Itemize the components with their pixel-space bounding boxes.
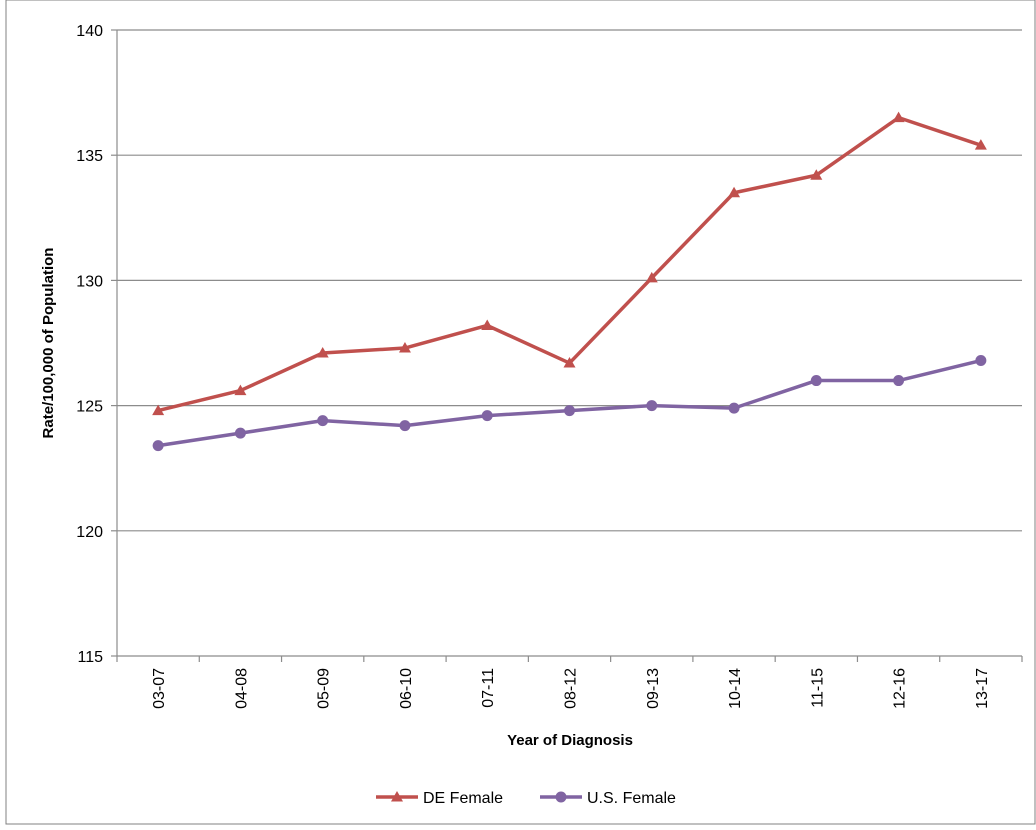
data-point [152, 404, 165, 416]
data-point [645, 271, 658, 283]
x-tick-label: 10-14 [727, 668, 744, 709]
data-point [893, 375, 905, 387]
x-tick-label: 03-07 [151, 668, 168, 709]
x-tick-label: 06-10 [398, 668, 415, 709]
data-point [399, 420, 411, 432]
legend: DE Female U.S. Female [376, 790, 676, 807]
x-tick-label: 09-13 [645, 668, 662, 709]
data-point [481, 319, 494, 330]
legend-label: U.S. Female [587, 790, 676, 807]
x-tick-label: 11-15 [809, 668, 826, 708]
x-tick-label: 05-09 [316, 668, 333, 709]
legend-swatch-marker [555, 791, 567, 803]
data-point [810, 169, 823, 180]
data-point [316, 347, 329, 358]
x-tick-label: 04-08 [233, 668, 250, 709]
y-tick-label: 140 [76, 23, 103, 40]
data-point [892, 111, 905, 123]
data-point [728, 186, 741, 198]
axes [111, 29, 1023, 662]
data-point [974, 139, 987, 150]
data-point [975, 355, 987, 367]
x-tick-label: 13-17 [974, 668, 991, 709]
data-point [810, 375, 822, 387]
legend-swatch-marker [391, 791, 403, 802]
data-point [152, 440, 164, 452]
data-point [398, 342, 411, 353]
y-axis-label: Rate/100,000 of Population [40, 248, 57, 439]
data-point [564, 405, 575, 417]
x-axis-label: Year of Diagnosis [507, 732, 633, 749]
y-tick-label: 125 [76, 399, 103, 416]
data-point [234, 427, 246, 439]
data-point [481, 410, 493, 422]
data-point [646, 400, 658, 412]
x-tick-label: 08-12 [563, 668, 580, 709]
x-tick-labels: 03-07 04-08 05-09 06-10 07-11 08-12 09-13 10-14… [151, 668, 991, 709]
y-tick-labels: 115 120 125 130 135 140 [76, 23, 103, 666]
data-point [234, 384, 247, 396]
data-point [317, 415, 329, 427]
data-point [728, 402, 740, 414]
x-tick-label: 12-16 [892, 668, 909, 709]
data-point [563, 357, 576, 368]
y-tick-label: 120 [76, 524, 103, 541]
series-group [152, 111, 987, 452]
legend-label: DE Female [423, 790, 503, 807]
y-tick-label: 115 [77, 649, 103, 666]
x-tick-label: 07-11 [480, 668, 497, 708]
series-u-s-female [152, 355, 987, 452]
series-de-female [152, 111, 987, 416]
y-tick-label: 130 [76, 273, 103, 290]
y-tick-label: 135 [76, 148, 103, 165]
